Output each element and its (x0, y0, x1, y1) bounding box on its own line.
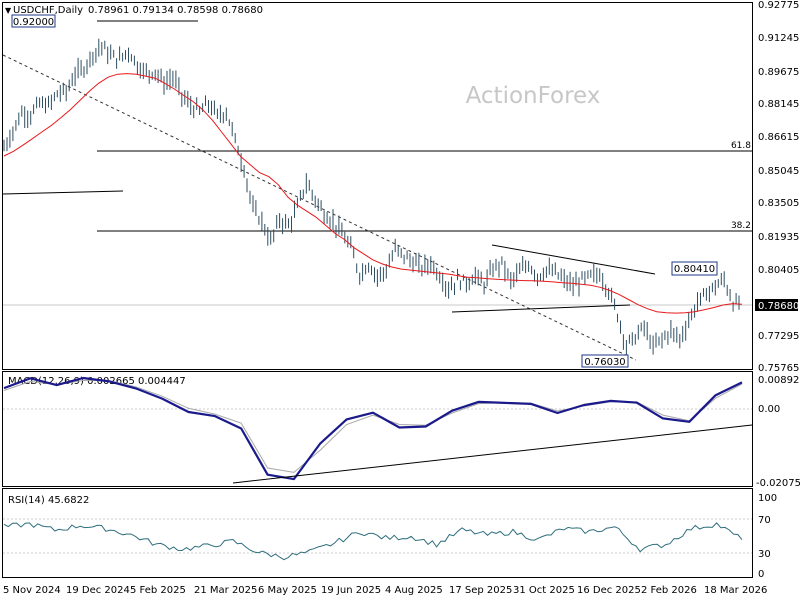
price-bars (3, 38, 740, 355)
price-tick-8: 0.80405 (758, 265, 799, 276)
price-tick-2: 0.89675 (758, 67, 799, 78)
resistance-trend-line (491, 244, 656, 275)
x-tick-7: 17 Sep 2025 (449, 585, 512, 596)
rsi-title: RSI(14) 45.6822 (8, 495, 89, 506)
x-tick-10: 2 Feb 2026 (641, 585, 697, 596)
macd-axis: 0.008923 0.00 -0.020759 (756, 375, 800, 489)
rsi-panel-frame (2, 488, 753, 578)
price-axis: 0.92775 0.91245 0.89675 0.88145 0.86615 … (755, 0, 799, 374)
fib-38-2-label: 38.2 (731, 221, 751, 231)
price-tick-5: 0.85045 (758, 166, 799, 177)
price-tick-7: 0.81935 (758, 232, 799, 243)
price-tick-0: 0.92775 (758, 0, 799, 11)
moving-average-line (3, 73, 743, 314)
x-axis: 5 Nov 2024 19 Dec 2024 5 Feb 2025 21 Mar… (3, 585, 767, 596)
x-tick-9: 16 Dec 2025 (577, 585, 641, 596)
macd-signal-line (3, 379, 743, 473)
x-tick-1: 19 Dec 2024 (66, 585, 130, 596)
left-level-line (2, 190, 124, 195)
price-tick-11: 0.75765 (758, 363, 799, 374)
x-tick-2: 5 Feb 2025 (130, 585, 186, 596)
price-tick-6: 0.83505 (758, 198, 799, 209)
macd-title: MACD(12,26,9) 0.002665 0.004447 (8, 376, 186, 387)
macd-panel-frame (2, 371, 753, 487)
annotation-box-recent-high (671, 261, 718, 276)
rsi-tick-1: 70 (758, 515, 771, 526)
x-tick-4: 6 May 2025 (258, 585, 317, 596)
fib-61-8-label: 61.8 (731, 141, 751, 151)
current-price-tag (755, 299, 798, 311)
ohlc-values: 0.78961 0.79134 0.78598 0.78680 (88, 5, 263, 16)
x-tick-0: 5 Nov 2024 (3, 585, 61, 596)
x-tick-6: 4 Aug 2025 (385, 585, 443, 596)
price-tick-1: 0.91245 (758, 33, 799, 44)
macd-tick-2: -0.020759 (756, 478, 800, 489)
rsi-line (3, 522, 743, 561)
chart-title: USDCHF,Daily (13, 5, 83, 16)
x-tick-8: 31 Oct 2025 (513, 585, 575, 596)
annotation-low: 0.76030 (584, 357, 625, 368)
x-tick-3: 21 Mar 2025 (194, 585, 257, 596)
macd-tick-0: 0.008923 (758, 375, 800, 386)
x-tick-11: 18 Mar 2026 (704, 585, 767, 596)
macd-tick-1: 0.00 (758, 404, 780, 415)
rsi-tick-3: 0 (758, 569, 764, 580)
price-tick-3: 0.88145 (758, 99, 799, 110)
watermark: ActionForex (466, 83, 601, 109)
rsi-tick-2: 30 (758, 549, 771, 560)
macd-trend-line (232, 424, 753, 484)
price-tick-4: 0.86615 (758, 132, 799, 143)
macd-main-line (3, 376, 743, 481)
annotation-recent-high: 0.80410 (674, 264, 715, 275)
annotation-box-low (581, 354, 629, 368)
header-arrow: ▼ (5, 6, 12, 15)
annotation-box-top (11, 14, 56, 28)
current-price-label: 0.78680 (758, 301, 799, 312)
x-tick-5: 19 Jun 2025 (321, 585, 381, 596)
support-trend-line (451, 304, 631, 313)
rsi-axis: 100 70 30 0 (758, 493, 777, 580)
annotation-top: 0.92000 (13, 17, 54, 28)
price-panel-frame (2, 2, 753, 370)
rsi-tick-0: 100 (758, 493, 777, 504)
price-tick-10: 0.77295 (758, 331, 799, 342)
